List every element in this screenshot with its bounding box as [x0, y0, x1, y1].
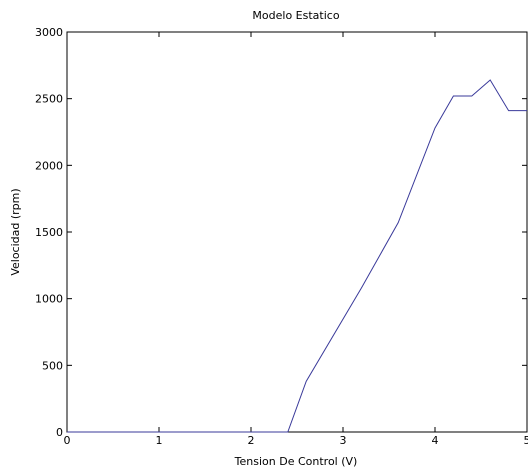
y-tick-label: 500: [42, 359, 63, 372]
x-tick-label: 2: [248, 434, 255, 447]
x-tick-label: 0: [64, 434, 71, 447]
y-tick-label: 3000: [35, 26, 63, 39]
x-axis-ticks: 0 1 2 3 4 5: [64, 32, 528, 447]
plot-area-frame: [66, 31, 528, 433]
y-tick-label: 2500: [35, 93, 63, 106]
y-axis-label: Velocidad (rpm): [9, 188, 22, 275]
y-axis-ticks: 0 500 1000 1500 2000 2500 3000: [35, 26, 527, 439]
y-tick-label: 1000: [35, 293, 63, 306]
chart-title: Modelo Estatico: [252, 9, 339, 22]
y-tick-label: 2000: [35, 159, 63, 172]
y-tick-label: 0: [56, 426, 63, 439]
series-layer: [67, 79, 527, 433]
x-axis-label: Tension De Control (V): [234, 455, 358, 468]
series-line: [67, 79, 527, 433]
x-tick-label: 1: [156, 434, 163, 447]
x-tick-label: 3: [340, 434, 347, 447]
y-tick-label: 1500: [35, 226, 63, 239]
x-tick-label: 4: [432, 434, 439, 447]
x-tick-label: 5: [524, 434, 528, 447]
